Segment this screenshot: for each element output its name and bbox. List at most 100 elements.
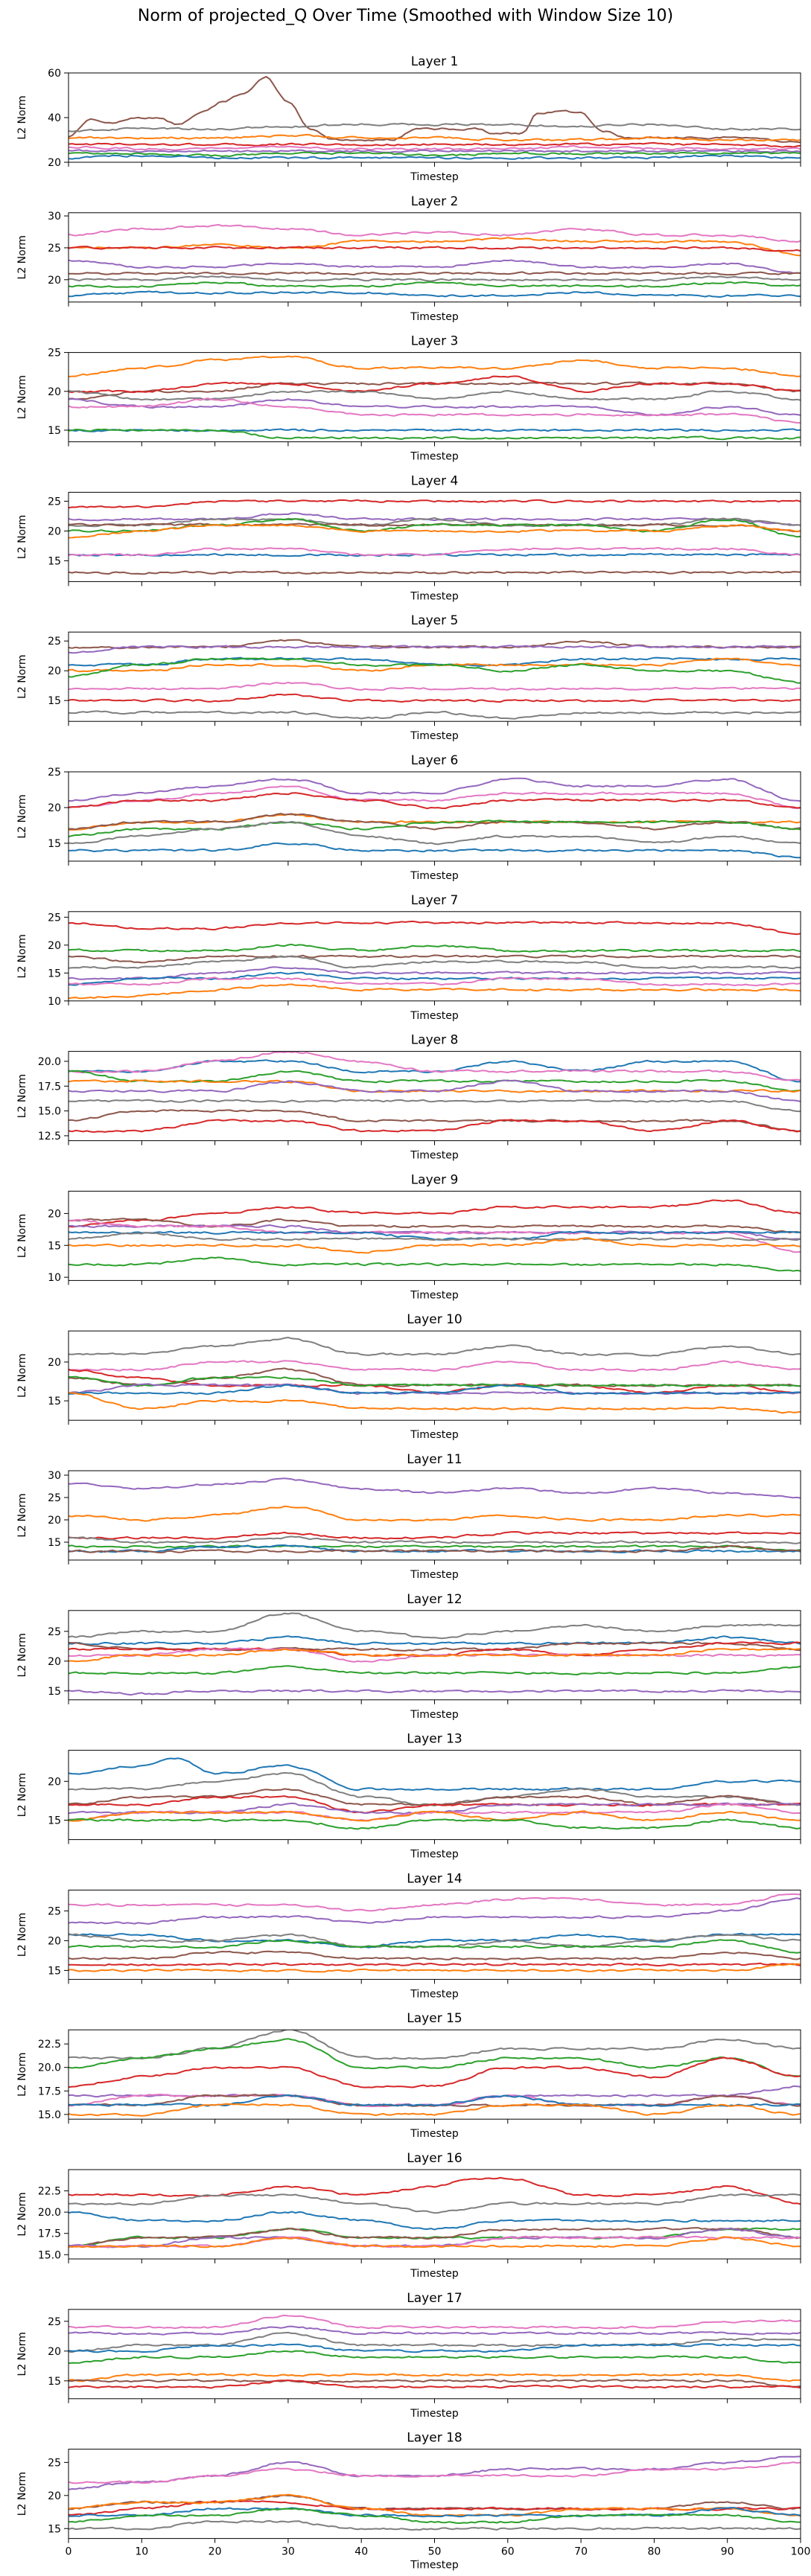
subplot-title: Layer 1 xyxy=(411,54,459,69)
y-tick-label: 15 xyxy=(48,2376,61,2388)
series-group xyxy=(69,1199,801,1272)
series-line xyxy=(69,1544,801,1553)
series-line xyxy=(69,1109,801,1132)
y-axis-label: L2 Norm xyxy=(16,1074,28,1118)
y-tick-label: 20 xyxy=(48,1656,61,1668)
y-tick-label: 20.0 xyxy=(38,2207,61,2219)
subplot-layer-6: Layer 6 15 20 25 Timestep L2 Norm xyxy=(16,753,801,882)
series-line xyxy=(69,1360,801,1372)
series-line xyxy=(69,842,801,859)
series-line xyxy=(69,1099,801,1113)
x-axis-label: Timestep xyxy=(410,730,459,742)
y-axis-label: L2 Norm xyxy=(16,2472,28,2516)
subplot-title: Layer 15 xyxy=(407,2011,462,2026)
series-group xyxy=(69,2030,801,2117)
series-line xyxy=(69,144,801,151)
x-tick-label: 20 xyxy=(209,2546,222,2558)
series-line xyxy=(69,2461,801,2484)
series-line xyxy=(69,1950,801,1960)
figure-title: Norm of projected_Q Over Time (Smoothed … xyxy=(138,7,673,25)
series-line xyxy=(69,943,801,953)
series-line xyxy=(69,281,801,288)
subplot-layer-8: Layer 8 12.5 15.0 17.5 20.0 Timestep L2 Norm xyxy=(16,1033,801,1162)
y-tick-label: 15 xyxy=(48,1965,61,1977)
x-axis-label: Timestep xyxy=(410,1849,459,1861)
x-axis-label: Timestep xyxy=(410,1289,459,1301)
series-line xyxy=(69,133,801,142)
subplot-layer-1: Layer 1 20 40 60 Timestep L2 Norm xyxy=(16,54,801,183)
x-axis-label: Timestep xyxy=(410,2560,459,2572)
x-tick-label: 40 xyxy=(354,2546,368,2558)
series-line xyxy=(69,1544,801,1552)
series-line xyxy=(69,1897,801,1925)
y-tick-label: 25 xyxy=(48,767,61,779)
series-line xyxy=(69,2519,801,2531)
subplot-title: Layer 14 xyxy=(407,1871,462,1886)
series-group xyxy=(69,1893,801,1973)
subplot-layer-3: Layer 3 15 20 25 Timestep L2 Norm xyxy=(16,334,801,463)
series-line xyxy=(69,1531,801,1540)
x-axis-label: Timestep xyxy=(410,1569,459,1581)
subplot-layer-13: Layer 13 15 20 Timestep L2 Norm xyxy=(16,1732,801,1861)
series-line xyxy=(69,375,801,394)
series-line xyxy=(69,271,801,276)
x-axis-label: Timestep xyxy=(410,171,459,183)
x-tick-label: 70 xyxy=(574,2546,588,2558)
series-line xyxy=(69,237,801,257)
series-line xyxy=(69,1079,801,1102)
series-line xyxy=(69,1199,801,1228)
y-axis-label: L2 Norm xyxy=(16,2332,28,2376)
series-line xyxy=(69,681,801,691)
y-tick-label: 15 xyxy=(48,838,61,850)
series-line xyxy=(69,1051,801,1081)
y-tick-label: 15 xyxy=(48,1396,61,1407)
series-line xyxy=(69,710,801,720)
series-line xyxy=(69,76,801,144)
subplot-layer-2: Layer 2 20 25 30 Timestep L2 Norm xyxy=(16,194,801,323)
y-tick-label: 17.5 xyxy=(38,2228,61,2240)
x-axis-label: Timestep xyxy=(410,451,459,463)
series-line xyxy=(69,2350,801,2365)
y-tick-label: 15 xyxy=(48,2523,61,2535)
series-line xyxy=(69,1647,801,1663)
subplot-title: Layer 10 xyxy=(407,1312,462,1327)
series-line xyxy=(69,2236,801,2249)
series-line xyxy=(69,955,801,970)
y-tick-label: 30 xyxy=(48,1470,61,1482)
x-tick-label: 100 xyxy=(791,2546,811,2558)
series-group xyxy=(69,2314,801,2389)
x-axis-label: Timestep xyxy=(410,870,459,882)
series-line xyxy=(69,1237,801,1254)
y-tick-label: 25 xyxy=(48,348,61,359)
y-axis-label: L2 Norm xyxy=(16,1773,28,1817)
series-line xyxy=(69,517,801,528)
series-line xyxy=(69,1392,801,1414)
series-line xyxy=(69,570,801,575)
series-line xyxy=(69,657,801,684)
x-axis-label: Timestep xyxy=(410,1709,459,1721)
x-tick-label: 60 xyxy=(501,2546,515,2558)
series-line xyxy=(69,1893,801,1912)
y-tick-label: 25 xyxy=(48,1905,61,1917)
series-line xyxy=(69,2056,801,2088)
series-line xyxy=(69,1232,801,1241)
series-line xyxy=(69,1544,801,1553)
series-line xyxy=(69,1689,801,1696)
y-axis-label: L2 Norm xyxy=(16,655,28,699)
series-line xyxy=(69,1219,801,1253)
series-line xyxy=(69,1788,801,1806)
y-tick-label: 30 xyxy=(48,211,61,223)
series-line xyxy=(69,2343,801,2353)
y-tick-label: 25 xyxy=(48,1492,61,1504)
subplot-title: Layer 11 xyxy=(407,1452,462,1467)
series-line xyxy=(69,977,801,987)
subplot-layer-5: Layer 5 15 20 25 Timestep L2 Norm xyxy=(16,613,801,742)
y-tick-label: 25 xyxy=(48,912,61,924)
series-line xyxy=(69,1384,801,1396)
series-line xyxy=(69,920,801,936)
series-line xyxy=(69,428,801,441)
series-line xyxy=(69,2331,801,2353)
y-tick-label: 17.5 xyxy=(38,2086,61,2097)
x-tick-label: 50 xyxy=(428,2546,442,2558)
